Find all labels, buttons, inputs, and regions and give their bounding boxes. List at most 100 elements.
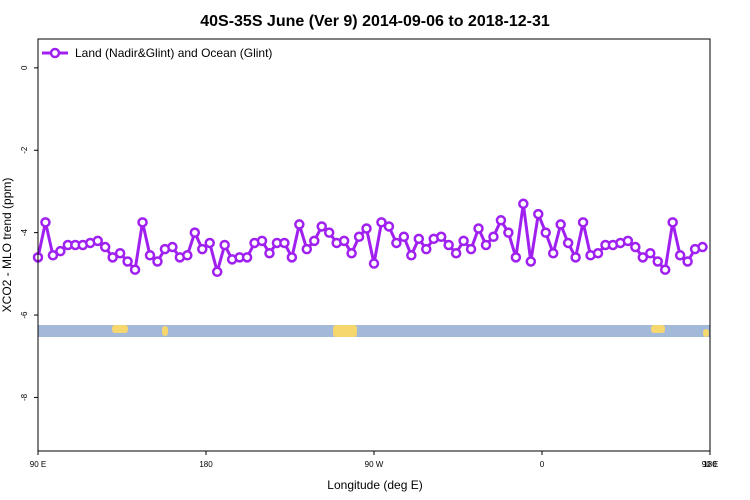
data-point [421,243,432,255]
x-tick-label: 90 E [30,460,46,469]
map-ocean-band [38,325,710,337]
data-point [264,247,275,259]
y-axis: 0 -2 -4 -6 -8 [20,65,38,401]
data-point [391,237,402,249]
data-point [413,233,425,245]
data-point [480,239,492,251]
data-point [622,235,634,247]
data-point [533,208,544,220]
legend-entry: Land (Nadir&Glint) and Ocean (Glint) [75,46,272,60]
data-point [697,241,708,253]
data-point [495,215,507,226]
map-land-patch [651,325,665,333]
data-point [443,239,454,251]
data-point [383,221,395,232]
data-point [219,239,230,251]
data-point [189,227,201,238]
data-point [346,247,357,259]
data-point [435,231,447,243]
data-point [301,243,313,255]
data-point [167,241,178,253]
data-point [376,217,387,228]
data-point [465,243,477,255]
data-point [518,198,529,210]
data-point [182,250,193,261]
data-point [107,252,118,263]
data-point [652,256,663,267]
data-point [555,219,566,230]
data-point [488,231,499,243]
data-point [353,231,365,243]
data-point [152,256,163,267]
data-point [323,227,335,238]
data-point [503,227,514,238]
data-point [47,250,59,261]
data-point [316,221,327,232]
data-point [645,247,656,259]
chart-title: 40S-35S June (Ver 9) 2014-09-06 to 2018-… [200,13,550,30]
data-point [197,243,208,255]
data-point [361,223,372,234]
y-tick-label: 0 [20,65,29,70]
data-point [114,247,126,259]
data-point [92,235,103,247]
legend-marker-swatch [49,47,61,59]
x-tick-label: 90 W [365,460,384,469]
data-point [637,252,649,263]
data-point [547,247,559,259]
data-point [398,231,410,243]
data-point [137,217,148,228]
data-point [256,235,268,247]
data-point [279,237,290,249]
data-point [211,266,223,278]
data-point [630,241,641,253]
data-point [473,223,484,234]
data-point [294,219,305,230]
x-axis-label: Longitude (deg E) [327,478,422,492]
data-point [682,256,693,267]
x-tick-label: 0 [540,460,545,469]
data-point [458,235,469,247]
data-point [40,217,51,228]
data-point [286,252,298,263]
data-point [659,264,671,275]
data-point [667,217,678,228]
data-point [540,227,551,238]
map-land-patch [703,329,709,337]
data-point [406,250,417,261]
y-tick-label: -8 [20,393,29,401]
data-point [129,264,141,275]
map-strip [38,325,710,337]
data-point [55,245,66,257]
data-point [450,247,462,259]
legend: Land (Nadir&Glint) and Ocean (Glint) [42,46,272,60]
data-point [204,237,215,249]
data-point [674,250,686,261]
map-land-patch [333,325,357,337]
data-point [309,235,320,247]
data-point [562,237,574,249]
data-point [99,241,111,253]
data-point [525,256,537,267]
y-tick-label: -2 [20,146,29,154]
data-point [577,217,589,228]
data-point [241,252,253,263]
map-land-patch [162,326,168,336]
data-point [368,258,380,269]
series-layer [32,198,708,278]
x-tick-label: 180 [199,460,213,469]
x-tick-label: 90 E [702,460,718,469]
data-point [122,256,133,267]
map-land-patch [112,325,128,333]
data-point [144,250,156,261]
x-tick-label: 180 [703,460,717,469]
data-point [338,235,350,247]
data-point [592,247,604,259]
y-axis-label: XCO2 - MLO trend (ppm) [0,178,14,313]
y-tick-label: -6 [20,311,29,319]
y-tick-label: -4 [20,229,29,237]
data-point [570,252,581,263]
data-point [510,252,522,263]
